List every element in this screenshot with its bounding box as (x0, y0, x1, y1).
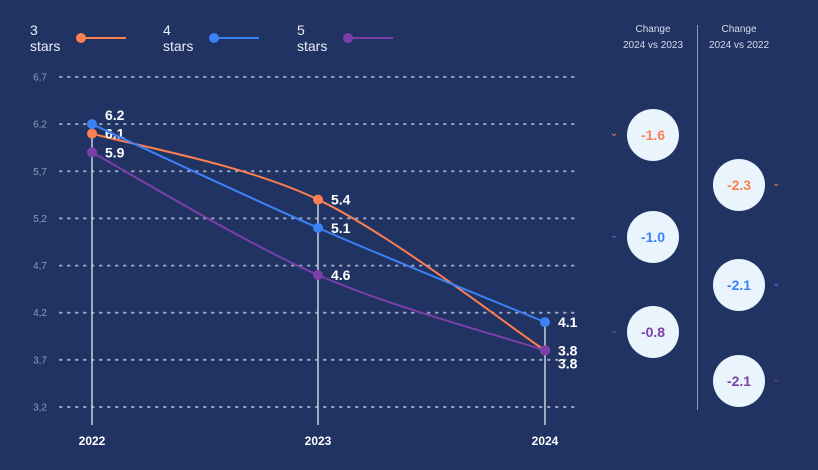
data-point (87, 119, 97, 130)
data-label: 6.2 (105, 107, 125, 123)
y-tick-label: 3,7 (33, 355, 47, 366)
legend-swatch (208, 33, 259, 43)
chevron-down-icon: ⌄ (610, 325, 619, 336)
legend-5-stars[interactable]: 5 stars (297, 22, 415, 54)
change-value: -2.3 (726, 177, 752, 193)
heading-line: Change (721, 24, 757, 35)
change-bubble-5-stars-vs-2023: -0.8 (627, 306, 679, 358)
data-label: 6.1 (105, 126, 125, 142)
change-2024-vs-2022-heading: Change 2024 vs 2022 (689, 22, 789, 54)
y-tick-label: 4,7 (33, 261, 47, 272)
change-2024-vs-2023-heading: Change 2024 vs 2023 (603, 22, 703, 54)
series-5-stars: 5.9 4.6 3.8 (87, 144, 578, 358)
change-value: -1.6 (640, 127, 666, 143)
change-value: -1.0 (640, 229, 666, 245)
heading-line: Change (635, 24, 671, 35)
y-tick-label: 5,2 (33, 214, 47, 225)
change-value: -0.8 (640, 324, 666, 340)
legend-label: 4 stars (163, 22, 194, 54)
y-tick-label: 6,7 (33, 73, 47, 84)
data-point (87, 147, 97, 158)
chevron-down-icon: ⌄ (772, 374, 781, 385)
heading-line: 2024 vs 2023 (622, 40, 684, 51)
series-4-stars: 6.2 5.1 4.1 (87, 107, 578, 330)
legend-4-stars[interactable]: 4 stars (163, 22, 281, 54)
change-value: -2.1 (726, 277, 752, 293)
change-bubble-4-stars-vs-2022: -2.1 (713, 259, 765, 311)
change-bubble-4-stars-vs-2023: -1.0 (627, 211, 679, 263)
y-tick-label: 4,2 (33, 308, 47, 319)
heading-line: 2024 vs 2022 (708, 40, 770, 51)
legend-swatch (342, 33, 393, 43)
data-label: 4.1 (558, 314, 578, 330)
chevron-down-icon: ⌄ (772, 178, 781, 189)
data-label: 5.4 (331, 192, 351, 208)
y-tick-label: 5,7 (33, 167, 47, 178)
x-tick-label: 2023 (305, 434, 332, 448)
data-label: 3.8 (558, 355, 578, 371)
x-tick-label: 2024 (532, 434, 559, 448)
data-point (313, 194, 323, 205)
series-3-stars: 6.1 5.4 3.8 (87, 126, 578, 371)
x-tick-label: 2022 (79, 434, 106, 448)
change-bubble-3-stars-vs-2022: -2.3 (713, 159, 765, 211)
data-point (313, 270, 323, 280)
data-label: 5.9 (105, 144, 125, 160)
data-point (313, 222, 323, 233)
legend-swatch (75, 33, 126, 43)
y-tick-label: 3,2 (33, 403, 47, 414)
y-tick-label: 6,2 (33, 120, 47, 131)
column-divider (697, 25, 698, 410)
legend-label: 5 stars (297, 22, 328, 54)
chevron-down-icon: ⌄ (610, 230, 619, 241)
data-point (540, 317, 550, 328)
data-point (87, 128, 97, 139)
change-bubble-3-stars-vs-2023: -1.6 (627, 109, 679, 161)
change-value: -2.1 (726, 373, 752, 389)
data-point (540, 345, 550, 356)
chevron-down-icon: ⌄ (772, 278, 781, 289)
data-label: 4.6 (331, 267, 351, 283)
data-label: 3.8 (558, 342, 578, 358)
legend-label: 3 stars (30, 22, 61, 54)
legend-3-stars[interactable]: 3 stars (30, 22, 148, 54)
chevron-down-icon: ⌄ (610, 128, 619, 139)
data-label: 5.1 (331, 220, 351, 236)
change-bubble-5-stars-vs-2022: -2.1 (713, 355, 765, 407)
